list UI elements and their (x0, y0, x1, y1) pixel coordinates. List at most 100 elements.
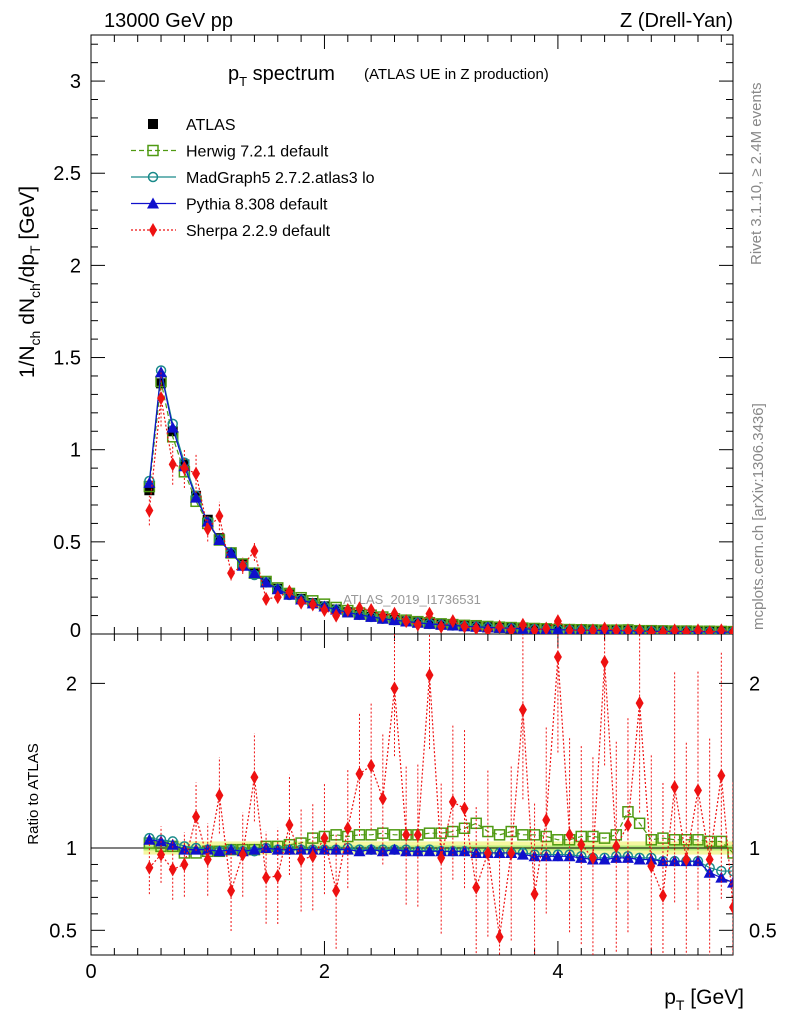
data-point-sherpa (729, 900, 733, 915)
data-point-pythia (166, 421, 179, 433)
data-point-sherpa (635, 623, 644, 634)
data-point-sherpa (390, 606, 399, 621)
top-y-tick-label: 1 (70, 440, 81, 462)
data-point-pythia (621, 851, 634, 863)
legend-label-atlas: ATLAS (186, 117, 236, 134)
data-point-sherpa (297, 595, 306, 610)
data-point-sherpa (238, 847, 247, 862)
data-point-sherpa (495, 619, 504, 634)
data-point-pythia (225, 843, 238, 855)
data-point-pythia (330, 843, 343, 855)
data-point-sherpa (157, 847, 166, 862)
data-point-herwig (517, 829, 529, 841)
bottom-series (143, 634, 733, 955)
legend-label-pythia: Pythia 8.308 default (186, 197, 328, 214)
data-point-sherpa (390, 681, 399, 696)
data-point-sherpa (472, 621, 481, 634)
legend-marker-pythia (147, 197, 159, 209)
data-point-sherpa (378, 608, 387, 623)
data-point-sherpa (413, 827, 422, 842)
data-point-sherpa (227, 883, 236, 898)
top-ylabel-a: 1/N (16, 345, 39, 378)
title-main: p (228, 63, 239, 85)
data-point-pythia (178, 843, 191, 855)
top-y-tick-label: 2 (70, 255, 81, 277)
data-point-sherpa (215, 788, 224, 803)
data-point-sherpa (472, 880, 481, 895)
data-point-sherpa (693, 783, 702, 798)
data-point-pythia (610, 851, 623, 863)
data-point-sherpa (647, 859, 656, 874)
data-point-sherpa (215, 509, 224, 524)
data-point-pythia (213, 845, 226, 857)
data-point-pythia (493, 846, 506, 858)
top-ylabel-d: [GeV] (16, 186, 39, 246)
data-point-sherpa (729, 625, 733, 634)
data-point-pythia (248, 843, 261, 855)
data-point-sherpa (367, 758, 376, 773)
data-point-sherpa (635, 696, 644, 711)
top-y-tick-label: 0 (70, 620, 81, 642)
data-point-sherpa (693, 623, 702, 634)
data-point-sherpa (285, 584, 294, 599)
data-point-sherpa (553, 614, 562, 629)
xlabel-a-sub: T (676, 997, 685, 1013)
data-point-sherpa (203, 521, 212, 536)
data-point-sherpa (437, 619, 446, 634)
data-point-sherpa (460, 619, 469, 634)
data-point-herwig (423, 827, 436, 839)
legend-marker-herwig (147, 144, 159, 157)
data-point-sherpa (530, 623, 539, 634)
top-ylabel-a-sub: ch (27, 331, 43, 346)
data-point-pythia (155, 366, 168, 378)
data-point-sherpa (600, 621, 609, 634)
bottom-y-tick-label-left: 1 (66, 838, 77, 860)
data-point-sherpa (483, 845, 492, 860)
legend-marker-sherpa (149, 223, 157, 237)
data-point-pythia (271, 583, 284, 595)
data-point-sherpa (308, 597, 317, 612)
data-point-sherpa (402, 827, 411, 842)
series-line-sherpa (148, 657, 733, 937)
data-point-pythia (552, 623, 564, 634)
data-point-sherpa (623, 817, 632, 832)
svg-text:pT spectrum: pT spectrum (228, 63, 335, 89)
data-point-sherpa (227, 566, 236, 581)
bottom-panel-frame (90, 633, 734, 956)
data-point-pythia (411, 845, 424, 857)
data-point-pythia (423, 845, 436, 857)
data-point-sherpa (518, 702, 527, 717)
xlabel: pT [GeV] (664, 986, 744, 1013)
data-point-sherpa (705, 625, 714, 634)
data-point-pythia (271, 843, 284, 855)
data-point-sherpa (308, 849, 317, 864)
data-point-sherpa (413, 617, 422, 632)
data-point-sherpa (355, 766, 364, 781)
data-point-pythia (516, 848, 529, 860)
data-point-sherpa (542, 621, 551, 634)
x-tick-label: 2 (319, 961, 330, 983)
data-point-sherpa (507, 623, 516, 634)
data-point-pythia (388, 843, 401, 855)
top-ylabel-b: dN (16, 298, 39, 331)
data-point-pythia (190, 491, 203, 503)
data-point-herwig (552, 834, 564, 846)
data-point-sherpa (717, 623, 726, 634)
data-point-pythia (727, 876, 733, 888)
data-point-sherpa (553, 650, 562, 665)
data-point-sherpa (262, 591, 271, 606)
data-point-herwig (365, 829, 377, 841)
top-ylabel-c: /dp (16, 254, 39, 283)
data-point-sherpa (658, 625, 667, 634)
data-point-sherpa (565, 827, 574, 842)
data-point-madgraph (727, 865, 733, 877)
data-point-sherpa (145, 860, 154, 875)
data-point-sherpa (367, 603, 376, 618)
data-point-sherpa (495, 929, 504, 944)
data-point-herwig (633, 817, 646, 830)
data-point-sherpa (623, 623, 632, 634)
data-point-sherpa (600, 654, 609, 669)
data-point-pythia (341, 843, 354, 855)
data-point-sherpa (588, 623, 597, 634)
data-point-herwig (388, 829, 401, 841)
